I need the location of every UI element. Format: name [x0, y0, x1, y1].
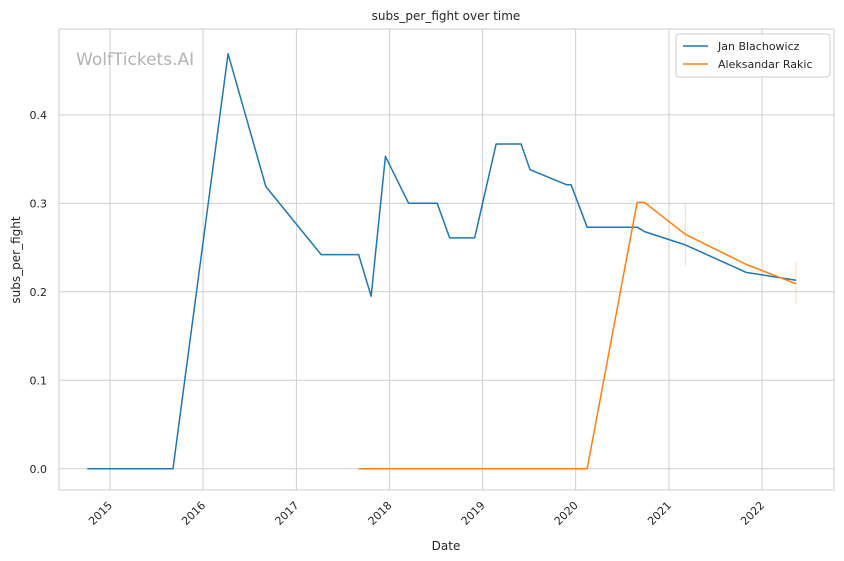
- x-tick-labels: 2015 2016 2017 2018 2019 2020 2021 2022: [86, 499, 767, 528]
- grid: [59, 29, 834, 490]
- plot-frame: [58, 28, 835, 491]
- y-tick-labels: 0.0 0.1 0.2 0.3 0.4: [30, 109, 48, 476]
- y-axis-label: subs_per_fight: [9, 216, 23, 303]
- legend-box: [675, 33, 831, 78]
- legend-label-jan-blachowicz: Jan Blachowicz: [717, 40, 800, 53]
- x-tick-label: 2018: [366, 499, 395, 528]
- plot-background: [59, 29, 834, 490]
- y-tick-label: 0.1: [30, 374, 48, 387]
- y-tick-label: 0.0: [30, 463, 48, 476]
- series-lines: [87, 53, 797, 470]
- watermark-text: WolfTickets.AI: [76, 50, 194, 70]
- series-line-jan-blachowicz: [87, 53, 797, 470]
- x-tick-label: 2021: [645, 499, 674, 528]
- x-axis-label: Date: [432, 539, 461, 553]
- y-tick-label: 0.2: [30, 286, 48, 299]
- y-tick-label: 0.4: [30, 109, 48, 122]
- x-tick-label: 2020: [552, 499, 581, 528]
- legend: Jan Blachowicz Aleksandar Rakic: [675, 33, 831, 78]
- chart-title: subs_per_fight over time: [372, 9, 521, 23]
- series-line-aleksandar-rakic: [358, 201, 797, 470]
- y-tick-label: 0.3: [30, 197, 48, 210]
- legend-label-aleksandar-rakic: Aleksandar Rakic: [718, 58, 813, 71]
- x-tick-label: 2016: [179, 499, 208, 528]
- x-tick-label: 2019: [459, 499, 488, 528]
- x-tick-label: 2015: [86, 499, 115, 528]
- x-tick-label: 2022: [738, 499, 767, 528]
- x-tick-label: 2017: [273, 499, 302, 528]
